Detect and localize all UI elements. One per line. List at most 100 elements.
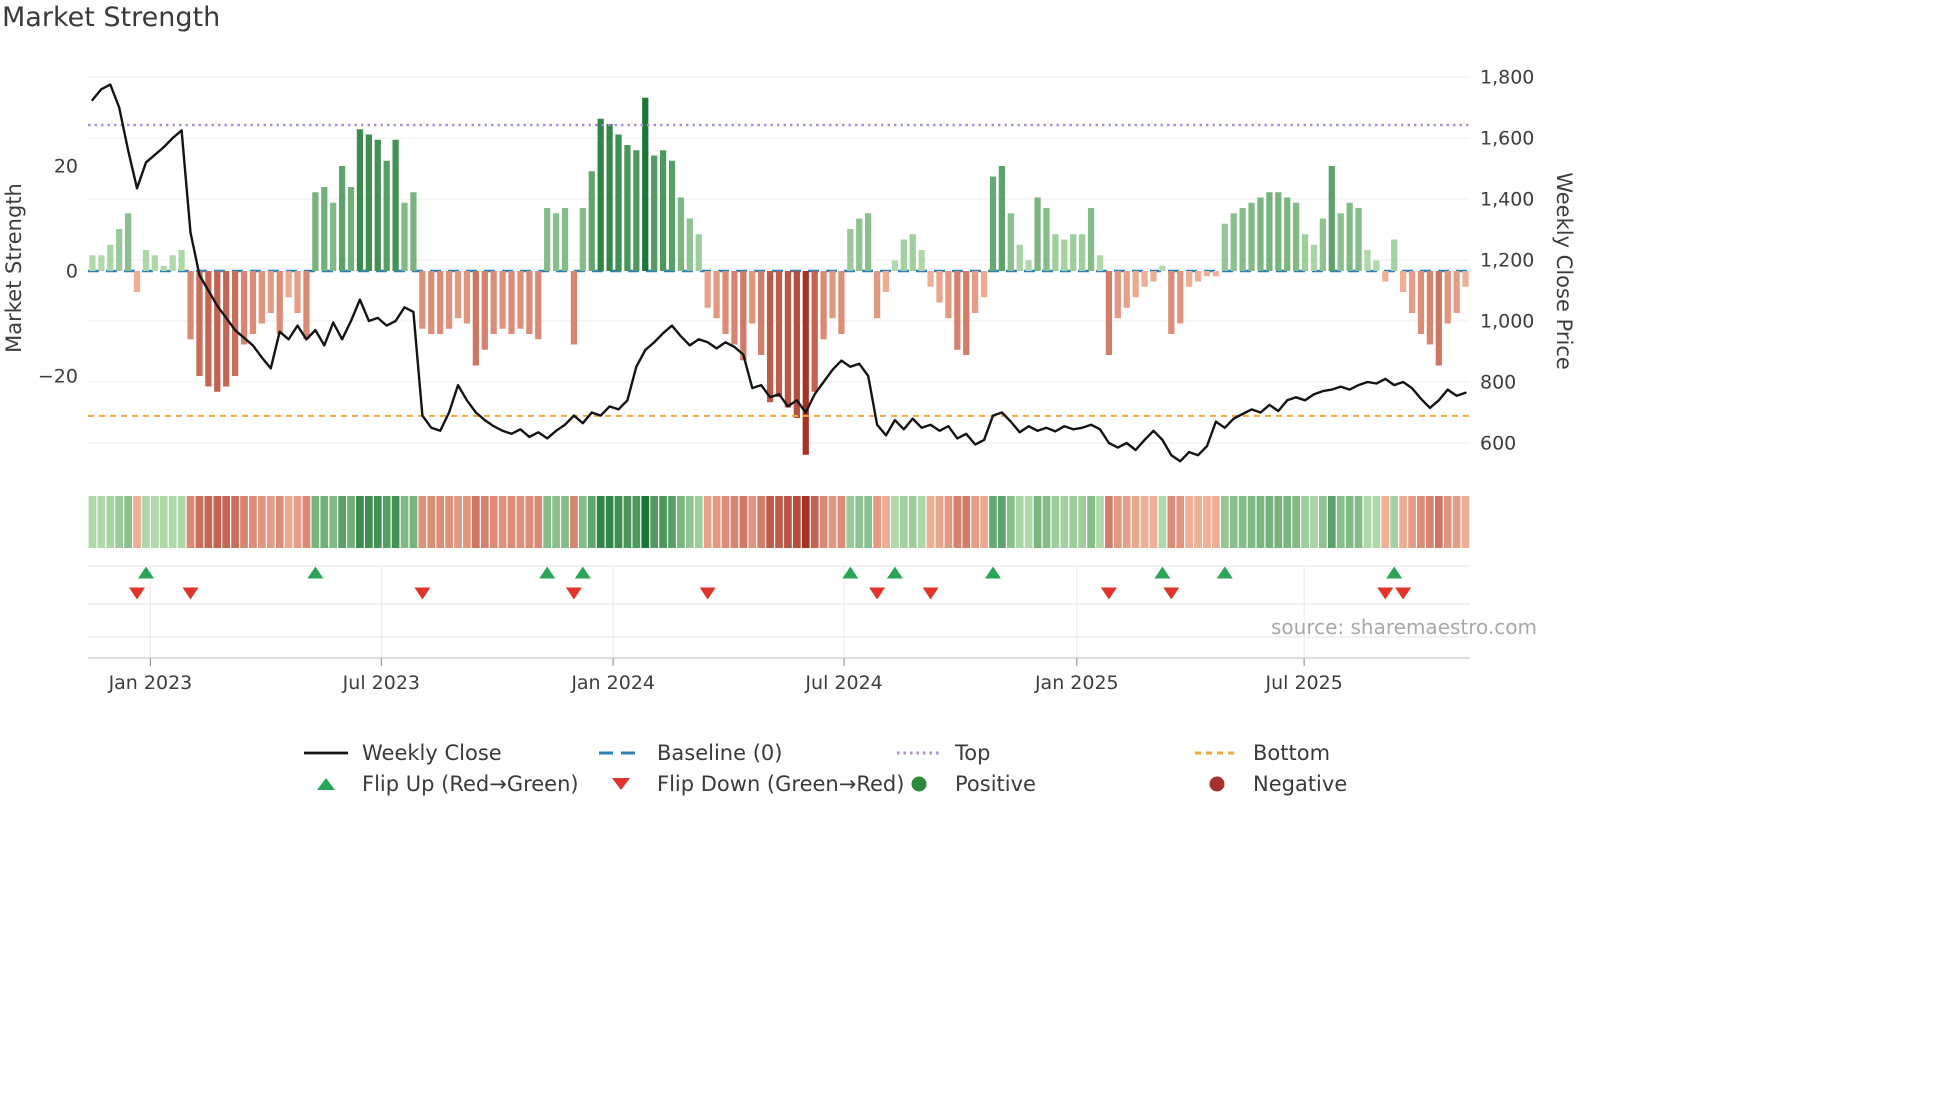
heatmap-cell	[356, 496, 364, 548]
heatmap-cell	[142, 496, 150, 548]
heatmap-cell	[365, 496, 373, 548]
strength-bar	[1025, 260, 1032, 271]
heatmap-cell	[1069, 496, 1078, 548]
strength-bar	[963, 271, 970, 355]
heatmap-cell	[775, 496, 783, 548]
heatmap-cell	[1131, 496, 1140, 548]
heatmap-cell	[864, 496, 873, 548]
strength-bar	[347, 187, 355, 271]
heatmap-cell	[784, 496, 792, 548]
strength-bar	[1043, 208, 1050, 271]
strength-bar	[1328, 166, 1335, 271]
heatmap-cell	[908, 496, 917, 548]
strength-bar	[882, 271, 890, 292]
heatmap-cell	[828, 496, 837, 548]
heatmap-cell	[712, 496, 721, 548]
strength-bar	[1221, 223, 1228, 271]
strength-bar	[651, 155, 658, 271]
strength-bar	[410, 192, 417, 271]
heatmap-cell	[1033, 496, 1042, 548]
heatmap-cell	[614, 496, 623, 548]
flip-up-marker	[1386, 566, 1403, 579]
heatmap-cell	[1292, 496, 1300, 548]
strength-bar	[258, 271, 265, 324]
strength-bar	[374, 139, 381, 271]
strength-bar	[1141, 271, 1148, 287]
strength-bar	[1070, 234, 1077, 271]
heatmap-cell	[668, 496, 676, 548]
legend-item-negative: Negative	[1194, 770, 1347, 798]
strength-bar	[873, 271, 881, 319]
strength-bar	[428, 271, 435, 334]
heatmap-cell	[1301, 496, 1309, 548]
legend-item-flip-down: Flip Down (Green→Red)	[598, 770, 904, 798]
strength-bar	[205, 271, 212, 387]
heatmap-cell	[1149, 496, 1158, 548]
flip-up-marker	[1154, 566, 1171, 579]
strength-bar	[980, 271, 988, 298]
heatmap-cell	[685, 496, 694, 548]
legend-item-positive: Positive	[896, 770, 1036, 798]
heatmap-cell	[195, 496, 204, 548]
heatmap-cell	[266, 496, 275, 548]
page-title: Market Strength	[2, 2, 221, 33]
strength-bar	[490, 271, 497, 334]
y-left-tick-label: −20	[38, 366, 78, 388]
heatmap-cell	[329, 496, 338, 548]
strength-bar	[820, 271, 827, 340]
heatmap-cell	[418, 496, 427, 548]
strength-bar	[356, 129, 364, 271]
heatmap-cell	[561, 496, 569, 548]
strength-bar	[642, 97, 649, 271]
strength-bar	[187, 271, 194, 340]
heatmap-cell	[1310, 496, 1318, 548]
heatmap-cell	[1452, 496, 1461, 548]
strength-bar	[838, 271, 845, 334]
heatmap-cell	[382, 496, 391, 548]
flip-up-marker	[985, 566, 1001, 579]
strength-bar	[276, 271, 283, 334]
strength-bar	[829, 271, 836, 319]
strength-bar	[312, 192, 319, 271]
heatmap-cell	[1461, 496, 1470, 548]
heatmap-cell	[516, 496, 525, 548]
strength-bar	[1123, 271, 1130, 308]
heatmap-cell	[471, 496, 480, 548]
strength-bar	[1364, 250, 1371, 271]
strength-bar	[936, 271, 943, 303]
strength-bar	[713, 271, 720, 319]
heatmap-cell	[953, 496, 962, 548]
strength-bar	[125, 213, 132, 271]
weekly-close-line	[91, 83, 1467, 463]
strength-bar	[1177, 271, 1184, 324]
strength-bar	[1435, 271, 1442, 366]
legend-label-baseline: Baseline (0)	[657, 741, 783, 765]
strength-bar	[1230, 213, 1237, 271]
heatmap-cell	[632, 496, 641, 548]
heatmap-cell	[1167, 496, 1176, 548]
flip-down-marker	[1100, 587, 1117, 600]
heatmap-cell	[231, 496, 239, 548]
strength-bar	[900, 239, 907, 271]
heatmap-cell	[1140, 496, 1149, 548]
flip-up-marker	[886, 566, 903, 579]
heatmap-cell	[1194, 496, 1202, 548]
flip-down-marker	[869, 587, 886, 600]
heatmap-cell	[623, 496, 632, 548]
flip-down-marker	[1377, 587, 1394, 600]
y-right-tick-label: 1,600	[1480, 128, 1534, 150]
heatmap-cell	[400, 496, 409, 548]
y-right-tick-label: 600	[1480, 433, 1516, 455]
heatmap-cell	[213, 496, 222, 548]
heatmap-cell	[151, 496, 159, 548]
heatmap-cell	[1006, 496, 1015, 548]
heatmap-cell	[1096, 496, 1104, 548]
heatmap-cell	[525, 496, 534, 548]
strength-bar	[856, 218, 863, 271]
heatmap-cell	[757, 496, 766, 548]
strength-bar	[909, 234, 916, 271]
heatmap-cell	[926, 496, 935, 548]
strength-bar	[1355, 208, 1362, 271]
heatmap-cell	[222, 496, 231, 548]
